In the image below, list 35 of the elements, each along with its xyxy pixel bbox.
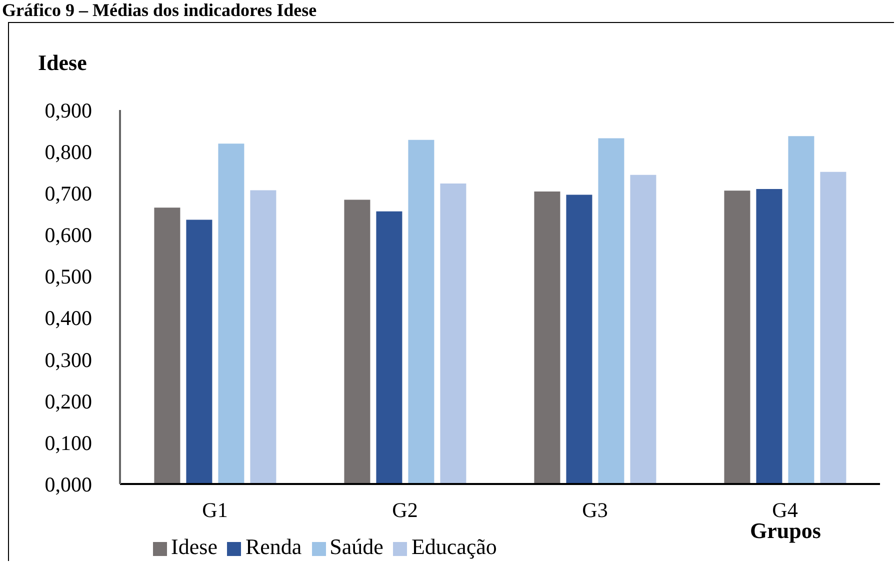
y-tick-label: 0,800: [44, 140, 92, 164]
y-tick-label: 0,600: [44, 223, 92, 248]
x-tick-label: G3: [582, 498, 608, 522]
y-tick-label: 0,500: [44, 264, 92, 289]
bar: [154, 208, 180, 484]
x-tick-label: G2: [392, 498, 418, 522]
bar: [630, 174, 656, 484]
bar: [344, 200, 370, 484]
y-tick-label: 0,100: [44, 430, 92, 455]
bar: [598, 138, 624, 484]
y-tick-label: 0,200: [44, 389, 92, 414]
bar: [186, 220, 212, 484]
y-tick-label: 0,400: [44, 306, 92, 330]
bar: [756, 188, 782, 484]
y-tick-label: 0,000: [44, 472, 92, 496]
legend-label: Renda: [245, 534, 302, 559]
legend-label: Saúde: [330, 534, 384, 559]
bar: [788, 136, 814, 484]
bar: [440, 184, 466, 484]
bar: [408, 140, 434, 484]
legend-label: Idese: [171, 534, 218, 559]
bar: [250, 190, 276, 484]
chart-title: Gráfico 9 – Médias dos indicadores Idese: [2, 0, 317, 21]
bar: [566, 194, 592, 484]
bar: [820, 172, 846, 484]
bar: [218, 144, 244, 484]
bar: [724, 190, 750, 484]
y-tick-label: 0,700: [44, 182, 92, 206]
bar: [376, 211, 402, 484]
legend-label: Educação: [411, 534, 497, 559]
bar: [534, 191, 560, 484]
y-tick-label: 0,900: [44, 98, 92, 122]
y-axis-title: Idese: [38, 50, 87, 76]
y-tick-label: 0,300: [44, 348, 92, 372]
x-tick-label: G1: [202, 498, 228, 522]
